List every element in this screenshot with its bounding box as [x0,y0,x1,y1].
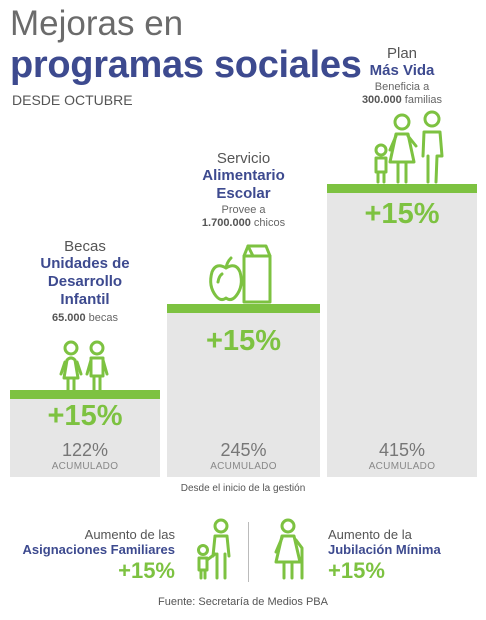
program-name-line2: Desarrollo [47,273,123,290]
program-description: 65.000 becas [10,312,160,325]
page-title-line1: Mejoras en [10,4,184,43]
bar-body-alimentario [167,313,320,477]
program-pre-label: Becas [64,238,106,255]
program-name-line1: Alimentario [202,167,285,184]
program-name-line1: Unidades de [40,255,130,272]
apple-milk-icon [209,244,272,304]
divider [248,522,249,582]
program-count: 65.000 [51,312,86,324]
accumulated-value: 245% [220,440,267,460]
family-icon [374,110,444,184]
program-description: 300.000 familias [327,94,477,107]
program-name-line2: Escolar [216,185,271,202]
accumulated-label: ACUMULADO [368,461,436,472]
asignaciones-increase: +15% [118,558,175,583]
program-count-unit: becas [88,312,119,324]
program-pre-label: Plan [386,45,418,62]
increase-value: +15% [364,198,440,230]
asignaciones-line1: Aumento de las [84,527,175,542]
program-count: 300.000 [361,94,402,106]
bar-top-mas-vida [327,184,477,193]
children-icon [59,340,109,392]
accumulated-label: ACUMULADO [51,461,119,472]
accumulated-value: 122% [61,440,109,460]
program-description: 1.700.000 chicos [167,217,320,230]
bar-body-becas [10,399,160,477]
elderly-person-icon [274,518,304,580]
program-description-line1: Provee a [221,204,266,216]
increase-value: +15% [206,325,281,357]
program-description-line1: Beneficia a [374,81,430,93]
page-title-line2: programas sociales [10,44,362,86]
program-count-unit: chicos [253,217,286,229]
parent-child-icon [197,518,231,580]
accumulated-label: ACUMULADO [210,461,277,472]
program-pre-label: Servicio [216,150,271,167]
jubilacion-increase: +15% [328,558,385,583]
asignaciones-line2: Asignaciones Familiares [22,542,175,557]
increase-value: +15% [47,400,123,432]
program-name-line3: Infantil [60,291,110,308]
bar-top-becas [10,390,160,399]
bar-body-mas-vida [327,193,477,477]
jubilacion-line2: Jubilación Mínima [328,542,441,557]
since-note: Desde el inicio de la gestión [180,483,306,494]
program-count-unit: familias [404,94,443,106]
jubilacion-line1: Aumento de la [328,527,412,542]
source-note: Fuente: Secretaría de Medios PBA [158,596,328,608]
accumulated-value: 415% [378,440,426,460]
program-name-line1: Más Vida [369,62,435,79]
bar-top-alimentario [167,304,320,313]
program-count: 1.700.000 [201,217,251,229]
page-subtitle: DESDE OCTUBRE [12,92,133,108]
